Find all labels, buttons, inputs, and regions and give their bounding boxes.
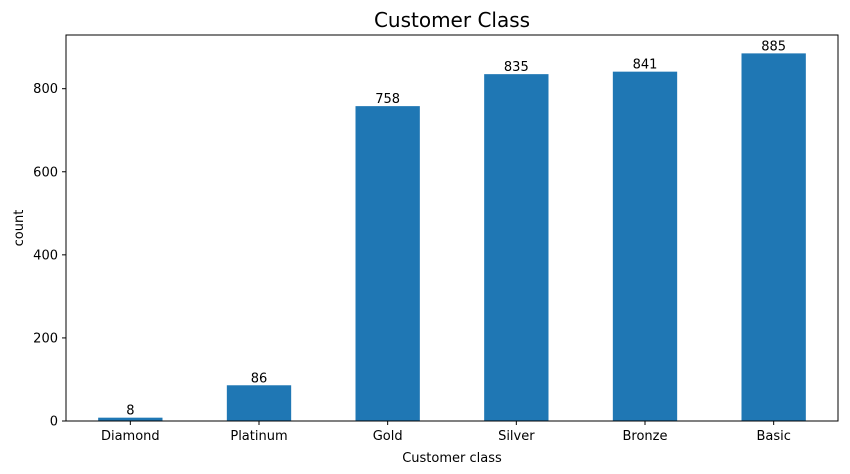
x-tick-label-platinum: Platinum (230, 429, 287, 444)
bar-silver (484, 74, 549, 421)
x-tick-label-diamond: Diamond (101, 429, 160, 444)
bar-gold (355, 106, 420, 422)
data-label-gold: 758 (375, 92, 400, 107)
data-labels-group: 8 86 758 835 841 885 (126, 39, 786, 418)
plot-frame (65, 34, 839, 422)
y-tick-label: 400 (33, 248, 58, 263)
chart-title: Customer Class (374, 8, 530, 32)
bar-diamond (98, 417, 163, 421)
x-tick-label-silver: Silver (498, 429, 535, 444)
data-label-basic: 885 (761, 39, 786, 54)
bars-group (98, 53, 806, 422)
bar-bronze (612, 71, 678, 422)
bar-basic (741, 53, 806, 421)
data-label-bronze: 841 (633, 58, 658, 73)
data-label-platinum: 86 (251, 371, 268, 386)
bar-platinum (226, 385, 292, 421)
y-tick-label: 800 (33, 82, 58, 97)
x-tick-label-basic: Basic (756, 429, 790, 444)
x-tick-label-bronze: Bronze (623, 429, 668, 444)
y-axis-ticks: 0 200 400 600 800 (33, 82, 66, 430)
y-tick-label: 200 (33, 331, 58, 346)
y-axis-label: count (12, 210, 27, 247)
x-axis-ticks: Diamond Platinum Gold Silver Bronze Basic (101, 421, 791, 444)
data-label-diamond: 8 (126, 404, 134, 419)
y-tick-label: 0 (50, 415, 58, 430)
y-tick-label: 600 (33, 165, 58, 180)
x-tick-label-gold: Gold (373, 429, 403, 444)
x-axis-label: Customer class (402, 451, 502, 466)
data-label-silver: 835 (504, 60, 529, 75)
